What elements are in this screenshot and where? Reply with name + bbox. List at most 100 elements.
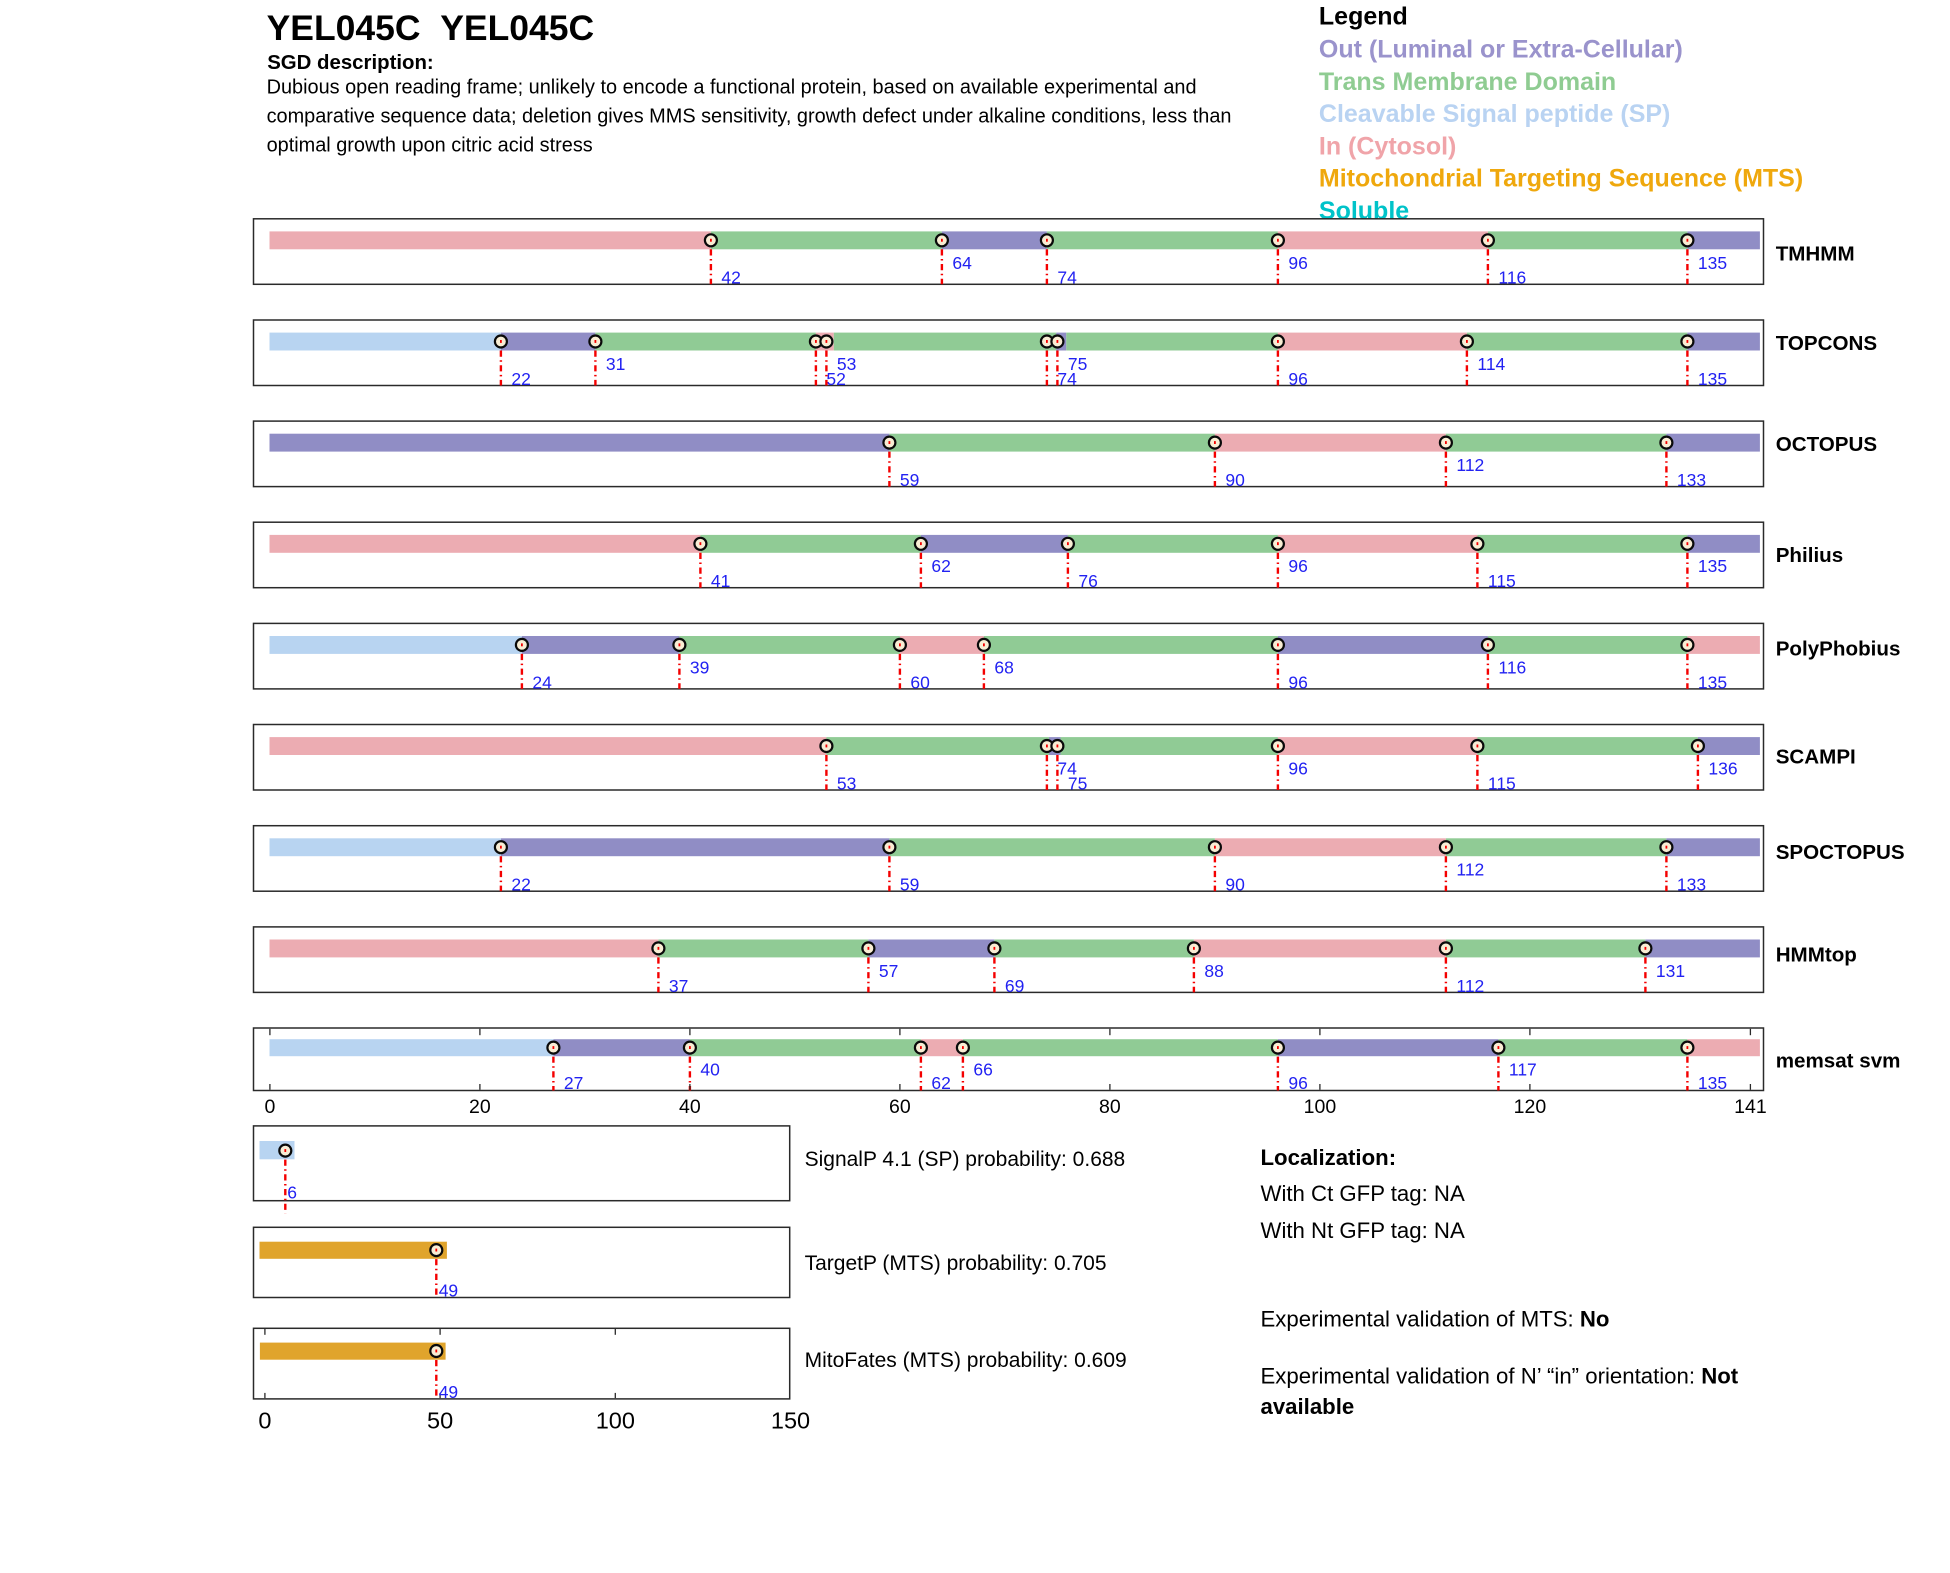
- svg-text:141: 141: [1734, 1096, 1767, 1118]
- svg-text:90: 90: [1225, 470, 1245, 490]
- svg-text:Localization:: Localization:: [1261, 1145, 1397, 1170]
- svg-text:116: 116: [1498, 657, 1526, 677]
- svg-text:53: 53: [837, 354, 856, 374]
- svg-text:74: 74: [1057, 369, 1077, 389]
- svg-text:66: 66: [973, 1060, 992, 1080]
- svg-text:59: 59: [900, 470, 919, 490]
- svg-text:40: 40: [679, 1096, 701, 1118]
- svg-text:24: 24: [532, 672, 552, 692]
- svg-text:OCTOPUS: OCTOPUS: [1776, 433, 1877, 456]
- svg-text:135: 135: [1698, 1073, 1727, 1093]
- svg-text:PolyPhobius: PolyPhobius: [1776, 638, 1901, 661]
- svg-text:Soluble: Soluble: [1319, 197, 1409, 225]
- svg-text:115: 115: [1488, 773, 1516, 793]
- svg-text:50: 50: [427, 1408, 453, 1434]
- svg-text:In (Cytosol): In (Cytosol): [1319, 132, 1457, 160]
- svg-text:80: 80: [1099, 1096, 1121, 1118]
- svg-text:135: 135: [1698, 369, 1727, 389]
- svg-text:MitoFates (MTS) probability: 0: MitoFates (MTS) probability: 0.609: [805, 1349, 1127, 1372]
- svg-text:135: 135: [1698, 556, 1727, 576]
- svg-text:TOPCONS: TOPCONS: [1776, 332, 1877, 355]
- svg-text:27: 27: [564, 1073, 583, 1093]
- svg-text:40: 40: [700, 1060, 720, 1080]
- svg-text:96: 96: [1288, 556, 1307, 576]
- svg-text:112: 112: [1456, 455, 1484, 475]
- svg-text:37: 37: [669, 976, 688, 996]
- svg-text:96: 96: [1288, 1073, 1307, 1093]
- svg-text:96: 96: [1288, 759, 1307, 779]
- svg-text:6: 6: [287, 1182, 297, 1202]
- svg-text:135: 135: [1698, 253, 1727, 273]
- svg-text:96: 96: [1288, 253, 1307, 273]
- svg-text:120: 120: [1514, 1096, 1547, 1118]
- svg-text:114: 114: [1477, 354, 1505, 374]
- svg-text:100: 100: [1304, 1096, 1337, 1118]
- svg-text:62: 62: [931, 1073, 950, 1093]
- svg-text:96: 96: [1288, 369, 1307, 389]
- svg-text:57: 57: [879, 961, 898, 981]
- svg-text:133: 133: [1677, 470, 1706, 490]
- svg-text:comparative sequence data; del: comparative sequence data; deletion give…: [267, 106, 1232, 128]
- svg-text:Dubious open reading frame; un: Dubious open reading frame; unlikely to …: [267, 77, 1197, 99]
- svg-text:117: 117: [1509, 1060, 1537, 1080]
- svg-text:62: 62: [931, 556, 950, 576]
- svg-text:64: 64: [952, 253, 972, 273]
- svg-text:20: 20: [469, 1096, 491, 1118]
- svg-text:60: 60: [889, 1096, 911, 1118]
- svg-text:75: 75: [1068, 773, 1087, 793]
- svg-text:49: 49: [439, 1382, 458, 1402]
- svg-text:131: 131: [1656, 961, 1685, 981]
- svg-text:112: 112: [1456, 976, 1484, 996]
- svg-text:Cleavable Signal peptide (SP): Cleavable Signal peptide (SP): [1319, 100, 1670, 128]
- svg-text:49: 49: [439, 1281, 458, 1301]
- svg-text:100: 100: [596, 1408, 635, 1434]
- svg-text:116: 116: [1498, 268, 1526, 288]
- svg-text:52: 52: [826, 369, 845, 389]
- svg-text:optimal growth upon citric aci: optimal growth upon citric acid stress: [267, 135, 593, 157]
- svg-text:31: 31: [606, 354, 625, 374]
- svg-text:Philius: Philius: [1776, 544, 1844, 567]
- svg-text:96: 96: [1288, 672, 1307, 692]
- svg-text:150: 150: [771, 1408, 810, 1434]
- svg-text:0: 0: [258, 1408, 271, 1434]
- svg-text:Trans Membrane Domain: Trans Membrane Domain: [1319, 68, 1616, 96]
- svg-text:SPOCTOPUS: SPOCTOPUS: [1776, 841, 1905, 864]
- svg-text:68: 68: [994, 657, 1013, 677]
- svg-text:memsat svm: memsat svm: [1776, 1050, 1901, 1073]
- svg-text:TargetP (MTS) probability: 0.7: TargetP (MTS) probability: 0.705: [805, 1252, 1107, 1275]
- svg-text:60: 60: [910, 672, 930, 692]
- svg-text:With Nt GFP tag: NA: With Nt GFP tag: NA: [1261, 1218, 1465, 1243]
- svg-text:135: 135: [1698, 672, 1727, 692]
- svg-text:Out (Luminal or Extra-Cellular: Out (Luminal or Extra-Cellular): [1319, 36, 1683, 64]
- svg-text:SignalP 4.1 (SP) probability:: SignalP 4.1 (SP) probability: 0.688: [805, 1148, 1126, 1171]
- svg-text:74: 74: [1057, 759, 1077, 779]
- svg-text:88: 88: [1204, 961, 1223, 981]
- svg-text:136: 136: [1708, 759, 1737, 779]
- svg-text:133: 133: [1677, 875, 1706, 895]
- svg-text:SCAMPI: SCAMPI: [1776, 746, 1856, 769]
- svg-text:53: 53: [837, 773, 856, 793]
- svg-text:74: 74: [1057, 268, 1077, 288]
- svg-text:41: 41: [711, 571, 730, 591]
- svg-text:90: 90: [1225, 875, 1245, 895]
- svg-text:TMHMM: TMHMM: [1776, 243, 1855, 266]
- svg-text:22: 22: [511, 875, 530, 895]
- svg-text:Mitochondrial Targeting Sequen: Mitochondrial Targeting Sequence (MTS): [1319, 165, 1803, 193]
- svg-text:112: 112: [1456, 860, 1484, 880]
- svg-text:Legend: Legend: [1319, 3, 1408, 31]
- svg-text:75: 75: [1068, 354, 1087, 374]
- svg-text:39: 39: [690, 657, 709, 677]
- svg-text:115: 115: [1488, 571, 1516, 591]
- svg-text:HMMtop: HMMtop: [1776, 944, 1857, 967]
- svg-text:YEL045C YEL045C: YEL045C YEL045C: [267, 8, 595, 48]
- svg-text:0: 0: [264, 1096, 275, 1118]
- svg-text:42: 42: [721, 268, 740, 288]
- svg-text:available: available: [1261, 1394, 1355, 1419]
- svg-text:69: 69: [1005, 976, 1024, 996]
- svg-text:22: 22: [511, 369, 530, 389]
- svg-text:Experimental validation of MTS: Experimental validation of MTS: No: [1261, 1307, 1610, 1332]
- svg-text:76: 76: [1078, 571, 1097, 591]
- svg-text:59: 59: [900, 875, 919, 895]
- svg-text:SGD description:: SGD description:: [267, 52, 434, 74]
- svg-text:Experimental validation of N’: Experimental validation of N’ “in” orien…: [1261, 1363, 1739, 1388]
